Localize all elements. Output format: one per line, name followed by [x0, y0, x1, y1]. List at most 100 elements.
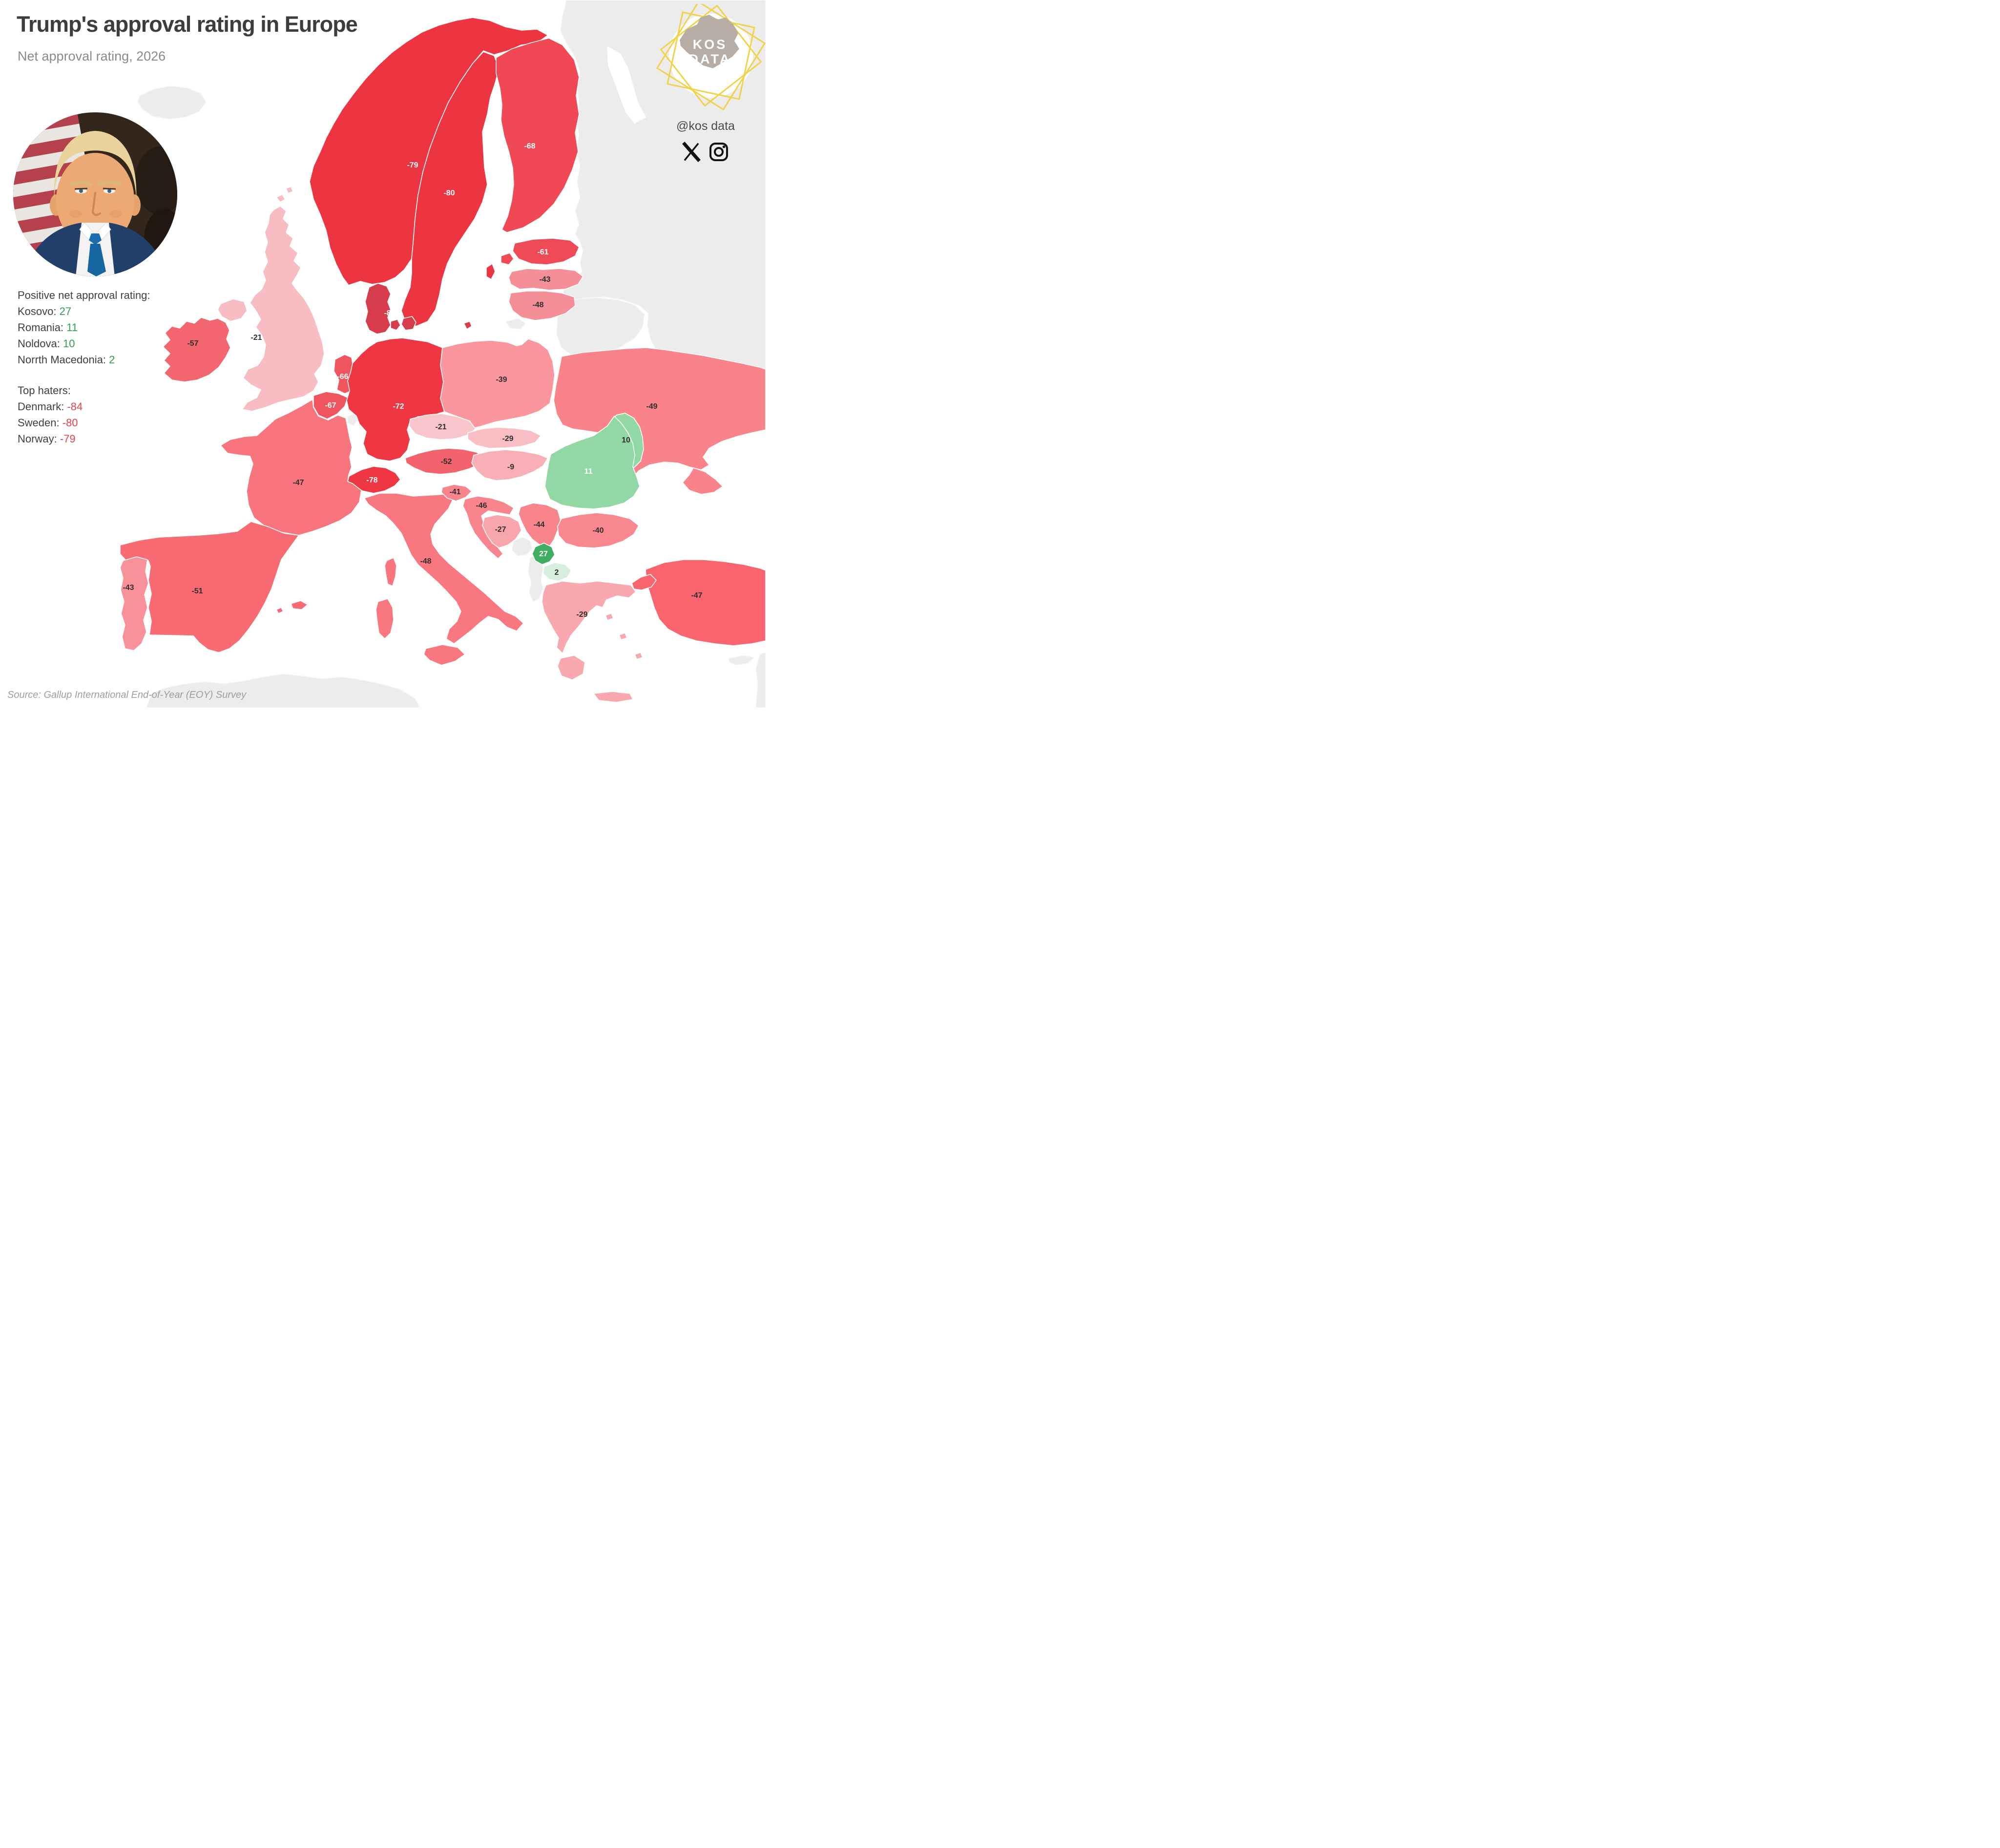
country-finland: [496, 38, 580, 233]
trump-portrait: [13, 112, 177, 276]
social-handle: @kos data: [676, 119, 735, 133]
country-belgium: [313, 391, 348, 420]
map-value-label-cz: -21: [435, 423, 446, 431]
country-luxembourg: [347, 414, 358, 426]
country-lithuania: [508, 291, 576, 321]
country-slovakia: [467, 427, 542, 449]
map-value-label-de: -72: [393, 402, 404, 411]
islands-aegean: [605, 613, 643, 660]
islands-balearic: [276, 600, 308, 614]
region-northern-ireland: [217, 298, 248, 322]
country-estonia: [512, 238, 580, 265]
map-value-label-si: -41: [449, 488, 460, 496]
map-value-label-it: -48: [420, 557, 431, 566]
map-value-label-fi: -68: [524, 142, 535, 150]
map-value-label-ro: 11: [584, 467, 593, 476]
tie: [87, 244, 106, 276]
islands-scotland: [276, 186, 293, 203]
island-bornholm: [463, 321, 472, 330]
kos-data-logo: KOS DATA: [656, 4, 766, 111]
country-sweden: [401, 51, 500, 327]
country-serbia: [518, 503, 561, 547]
map-value-label-hr: -46: [476, 502, 487, 510]
island-sardinia: [375, 598, 394, 639]
map-value-label-mk: 2: [555, 568, 559, 577]
map-value-label-bg: -40: [592, 526, 604, 535]
logo-accent-squares: [656, 4, 766, 111]
country-ukraine: [553, 347, 766, 478]
map-value-label-ua: -49: [646, 402, 657, 411]
country-france: [220, 399, 362, 536]
logo-text-data: DATA: [689, 52, 731, 66]
country-latvia: [508, 268, 583, 291]
map-value-label-rs: -44: [533, 521, 544, 529]
hair: [54, 131, 137, 200]
country-greece: [542, 581, 636, 654]
island-crete: [593, 691, 633, 703]
map-value-label-sk: -29: [502, 435, 513, 443]
island-gotland: [486, 263, 496, 280]
kosovo-map-icon: [680, 15, 739, 68]
page-subtitle: Net approval rating, 2026: [18, 49, 166, 63]
country-iceland: [137, 85, 207, 120]
map-value-label-pl: -39: [496, 376, 507, 384]
country-poland: [440, 338, 555, 428]
island-saaremaa: [500, 252, 514, 265]
country-hungary: [471, 449, 548, 481]
approval-item: Noldova: 10: [18, 337, 75, 350]
region-peloponnese: [557, 655, 585, 680]
country-italy: [364, 493, 524, 644]
country-germany: [346, 337, 445, 462]
map-value-label-ba: -27: [495, 525, 506, 534]
map-value-label-tr: -47: [691, 591, 702, 600]
hater-item: Sweden: -80: [18, 417, 78, 429]
map-value-label-at: -52: [440, 458, 452, 466]
country-slovenia: [441, 484, 472, 502]
map-value-label-gb: -21: [250, 334, 262, 342]
haters-heading: Top haters:: [18, 384, 71, 397]
country-bosnia: [482, 514, 522, 548]
north-africa: [146, 673, 420, 708]
country-united-kingdom: [242, 206, 325, 412]
map-value-label-ie: -57: [187, 339, 198, 348]
map-value-label-fr: -47: [292, 479, 304, 487]
country-cyprus: [728, 655, 754, 666]
europe-choropleth-map: -79 -80 -68 -84 -61 -43 -48 -21 -57 -66 -67 -72 -39 -…: [120, 0, 766, 708]
approval-item: Norrth Macedonia: 2: [18, 354, 115, 366]
map-value-label-pt: -43: [123, 584, 134, 592]
levant-coast: [755, 652, 766, 708]
country-ireland: [163, 317, 231, 382]
map-value-label-nl: -66: [337, 373, 348, 381]
country-kosovo: [532, 543, 555, 565]
map-value-label-be: -67: [325, 401, 336, 410]
region-turkish-thrace: [631, 574, 657, 590]
hater-item: Norway: -79: [18, 433, 76, 445]
map-value-label-lv: -43: [539, 275, 550, 284]
map-value-label-md: 10: [622, 436, 630, 444]
island-corsica: [384, 557, 397, 587]
page-title: Trump's approval rating in Europe: [17, 12, 358, 37]
country-romania: [544, 416, 640, 509]
country-belarus: [556, 297, 645, 358]
map-value-label-no: -79: [407, 161, 418, 169]
positive-ratings-block: Positive net approval rating: Kosovo: 27…: [18, 287, 150, 368]
infographic-canvas: -79 -80 -68 -84 -61 -43 -48 -21 -57 -66 -67 -72 -39 -…: [0, 0, 766, 708]
country-denmark: [365, 283, 391, 335]
map-value-label-ch: -78: [366, 476, 377, 484]
map-value-label-xk: 27: [539, 550, 548, 558]
island-sicily: [423, 644, 465, 666]
top-haters-block: Top haters: Denmark: -84 Sweden: -80 Nor…: [18, 382, 83, 447]
country-switzerland: [347, 466, 401, 494]
country-bulgaria: [557, 512, 639, 548]
positive-heading: Positive net approval rating:: [18, 289, 150, 301]
hater-item: Denmark: -84: [18, 400, 83, 413]
instagram-icon[interactable]: [709, 143, 728, 161]
country-portugal: [120, 556, 149, 651]
country-montenegro: [511, 537, 533, 556]
island-funen: [390, 319, 401, 331]
x-icon[interactable]: [682, 142, 701, 162]
tie-knot: [89, 233, 102, 245]
logo-text-kos: KOS: [693, 37, 728, 52]
map-value-label-hu: -9: [507, 463, 514, 471]
map-value-label-lt: -48: [532, 301, 543, 309]
